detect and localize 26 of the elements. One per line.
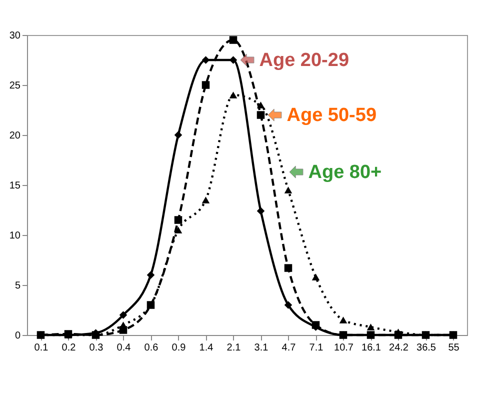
x-tick-label: 3.1 xyxy=(254,342,269,354)
y-tick-label: 15 xyxy=(9,180,21,192)
x-tick-label: 55 xyxy=(448,342,460,354)
x-tick-label: 1.4 xyxy=(199,342,214,354)
annotation: Age 50-59 xyxy=(286,105,377,126)
y-tick-label: 0 xyxy=(14,330,21,342)
x-tick-label: 0.6 xyxy=(144,342,159,354)
x-tick-label: 0.4 xyxy=(116,342,132,354)
x-tick-label: 36.5 xyxy=(416,342,436,354)
x-tick-label: 16.1 xyxy=(362,342,382,354)
x-tick-label: 4.7 xyxy=(282,342,296,354)
annotation: Age 80+ xyxy=(308,162,382,183)
x-tick-label: 0.3 xyxy=(89,342,104,354)
y-tick-label: 20 xyxy=(9,130,21,142)
x-tick-label: 0.9 xyxy=(172,342,186,354)
y-tick-label: 30 xyxy=(9,30,21,42)
x-tick-label: 10.7 xyxy=(334,342,354,354)
y-tick-label: 25 xyxy=(9,80,21,92)
annotation: Age 20-29 xyxy=(259,50,350,71)
x-tick-label: 24.2 xyxy=(389,342,409,354)
x-tick-label: 0.2 xyxy=(62,342,76,354)
x-tick-label: 0.1 xyxy=(34,342,49,354)
x-tick-label: 7.1 xyxy=(309,342,324,354)
y-tick-label: 10 xyxy=(9,230,21,242)
x-tick-label: 2.1 xyxy=(226,342,242,354)
y-tick-label: 5 xyxy=(14,280,21,292)
